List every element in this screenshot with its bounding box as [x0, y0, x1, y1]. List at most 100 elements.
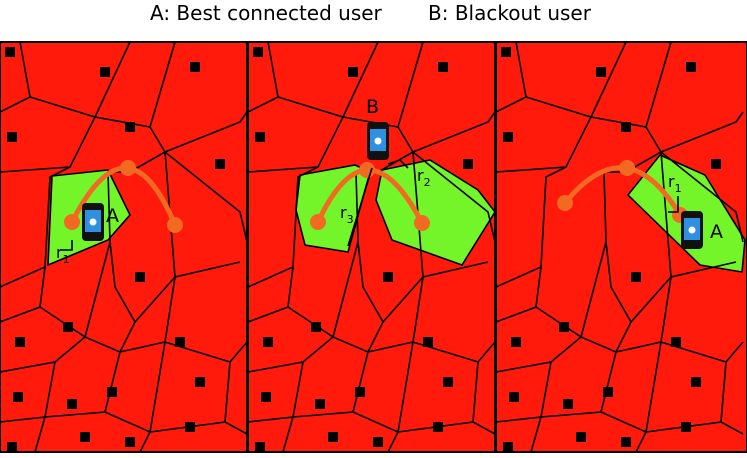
base-station: [315, 399, 325, 409]
arc-point: [359, 162, 375, 178]
base-station: [671, 337, 681, 347]
base-station: [185, 422, 195, 432]
radius-label: r1: [56, 243, 70, 266]
phone-icon: [89, 218, 97, 226]
phone-icon: [688, 226, 696, 234]
panel: [495, 41, 747, 453]
cell-edge: [412, 151, 496, 243]
radius-label: r2: [417, 166, 431, 189]
cell-edge: [164, 151, 248, 243]
arc-point: [120, 160, 136, 176]
panel: [0, 41, 248, 453]
base-station: [5, 47, 15, 57]
user-label: A: [710, 221, 723, 243]
base-station: [621, 122, 631, 132]
cell-edge: [635, 431, 647, 453]
base-station: [501, 47, 511, 57]
base-station: [215, 159, 225, 169]
base-station: [691, 377, 701, 387]
phone-icon: [374, 137, 382, 145]
base-station: [195, 377, 205, 387]
cell-edge: [149, 111, 248, 153]
base-station: [503, 442, 513, 452]
user-label: A: [106, 205, 119, 227]
arc-point: [310, 214, 326, 230]
cell-edge: [247, 166, 319, 288]
base-station: [631, 272, 641, 282]
base-station: [433, 422, 443, 432]
base-station: [263, 337, 273, 347]
base-station: [328, 432, 338, 442]
base-station: [261, 392, 271, 402]
base-station: [7, 132, 17, 142]
panel: [247, 41, 496, 453]
base-station: [13, 392, 23, 402]
legend-b: B: Blackout user: [428, 1, 592, 25]
base-station: [253, 47, 263, 57]
base-station: [7, 442, 17, 452]
green-cell-edge: [375, 159, 496, 266]
legend-a: A: Best connected user: [150, 1, 383, 25]
radius-label: r1: [668, 172, 682, 195]
green-cell-edge: [47, 169, 131, 267]
green-cell: [376, 160, 495, 265]
cell-edge: [720, 421, 744, 435]
base-station: [438, 62, 448, 72]
base-station: [67, 399, 77, 409]
arc-point: [64, 214, 80, 230]
base-station: [255, 132, 265, 142]
cell-edge: [282, 416, 294, 453]
radius-arrow: [60, 240, 73, 251]
base-station: [125, 437, 135, 447]
base-station: [135, 272, 145, 282]
radius-arrow: [668, 196, 679, 213]
base-station: [443, 377, 453, 387]
cell-edge: [139, 431, 151, 453]
cell-edge: [39, 171, 111, 339]
cell-edge: [287, 171, 359, 339]
panel-background: [247, 41, 496, 453]
green-cell-edge: [626, 154, 746, 273]
base-station: [563, 399, 573, 409]
base-station: [255, 442, 265, 452]
radius-arrow: [347, 167, 373, 247]
user-label: B: [366, 96, 379, 118]
green-cell: [296, 165, 370, 252]
base-station: [311, 322, 321, 332]
cell-edge: [645, 111, 744, 153]
panel-background: [0, 41, 248, 453]
base-station: [596, 67, 606, 77]
base-station: [383, 272, 393, 282]
cell-edge: [535, 171, 607, 339]
base-station: [511, 337, 521, 347]
base-station: [175, 337, 185, 347]
radius-arrow: [387, 159, 409, 169]
base-station: [348, 67, 358, 77]
cell-edge: [0, 166, 71, 288]
arc-point: [557, 195, 573, 211]
base-station: [621, 437, 631, 447]
cell-edge: [387, 431, 399, 453]
base-station: [686, 62, 696, 72]
cell-edge: [472, 421, 496, 435]
cell-edge: [660, 151, 672, 278]
radius-label: r3: [340, 203, 354, 226]
arc-point: [167, 217, 183, 233]
base-station: [503, 132, 513, 142]
cell-edge: [495, 166, 567, 288]
base-station: [603, 387, 613, 397]
base-station: [559, 322, 569, 332]
cell-edge: [34, 416, 46, 453]
arc-point: [414, 215, 430, 231]
panels: [0, 41, 747, 453]
base-station: [190, 62, 200, 72]
base-station: [15, 337, 25, 347]
base-station: [80, 432, 90, 442]
base-station: [509, 392, 519, 402]
cell-edge: [397, 111, 496, 153]
cell-edge: [530, 416, 542, 453]
base-station: [373, 437, 383, 447]
arc-point: [619, 160, 635, 176]
base-station: [711, 159, 721, 169]
